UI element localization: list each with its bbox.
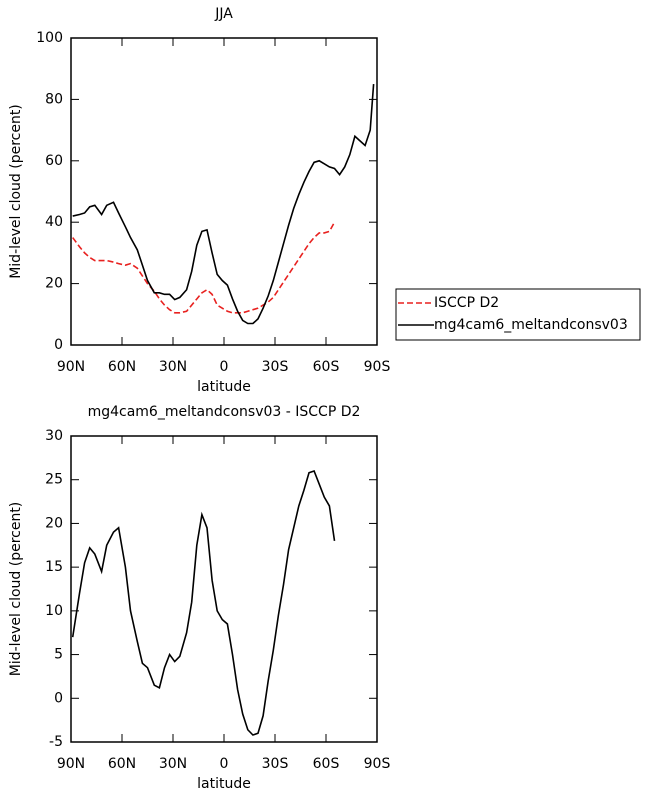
- y-tick-label: 100: [36, 30, 63, 46]
- x-axis-label: latitude: [197, 379, 251, 395]
- y-tick-label: 20: [45, 515, 63, 531]
- y-tick-label: 20: [45, 276, 63, 292]
- y-tick-label: 0: [54, 337, 63, 353]
- x-tick-label: 30S: [262, 756, 289, 772]
- chart-title: mg4cam6_meltandconsv03 - ISCCP D2: [88, 404, 361, 420]
- y-tick-label: -5: [49, 734, 63, 750]
- x-tick-label: 90N: [57, 756, 85, 772]
- y-tick-label: 60: [45, 153, 63, 169]
- legend-box: [395, 288, 641, 341]
- x-tick-label: 0: [220, 756, 229, 772]
- y-tick-label: 15: [45, 559, 63, 575]
- y-tick-label: 80: [45, 91, 63, 107]
- x-tick-label: 30N: [159, 359, 187, 375]
- data-line: [72, 83, 375, 325]
- y-tick-label: 30: [45, 428, 63, 444]
- data-line: [71, 469, 336, 736]
- y-axis-label: Mid-level cloud (percent): [8, 104, 24, 279]
- x-tick-label: 0: [220, 359, 229, 375]
- x-tick-label: 90N: [57, 359, 85, 375]
- x-tick-label: 30N: [159, 756, 187, 772]
- x-axis-label: latitude: [197, 776, 251, 792]
- data-line: [72, 221, 336, 314]
- legend-label: ISCCP D2: [434, 295, 499, 311]
- plot-frame: [70, 37, 378, 346]
- y-tick-label: 25: [45, 472, 63, 488]
- y-tick-label: 0: [54, 690, 63, 706]
- y-tick-label: 10: [45, 603, 63, 619]
- x-tick-label: 60N: [108, 756, 136, 772]
- x-tick-label: 90S: [364, 756, 391, 772]
- x-tick-label: 60N: [108, 359, 136, 375]
- x-tick-label: 90S: [364, 359, 391, 375]
- x-tick-label: 60S: [313, 756, 340, 772]
- y-tick-label: 40: [45, 214, 63, 230]
- legend-label: mg4cam6_meltandconsv03: [434, 317, 628, 333]
- x-tick-label: 60S: [313, 359, 340, 375]
- y-tick-label: 5: [54, 647, 63, 663]
- y-axis-label: Mid-level cloud (percent): [8, 502, 24, 677]
- x-tick-label: 30S: [262, 359, 289, 375]
- chart-title: JJA: [214, 6, 233, 22]
- plot-frame: [70, 435, 378, 743]
